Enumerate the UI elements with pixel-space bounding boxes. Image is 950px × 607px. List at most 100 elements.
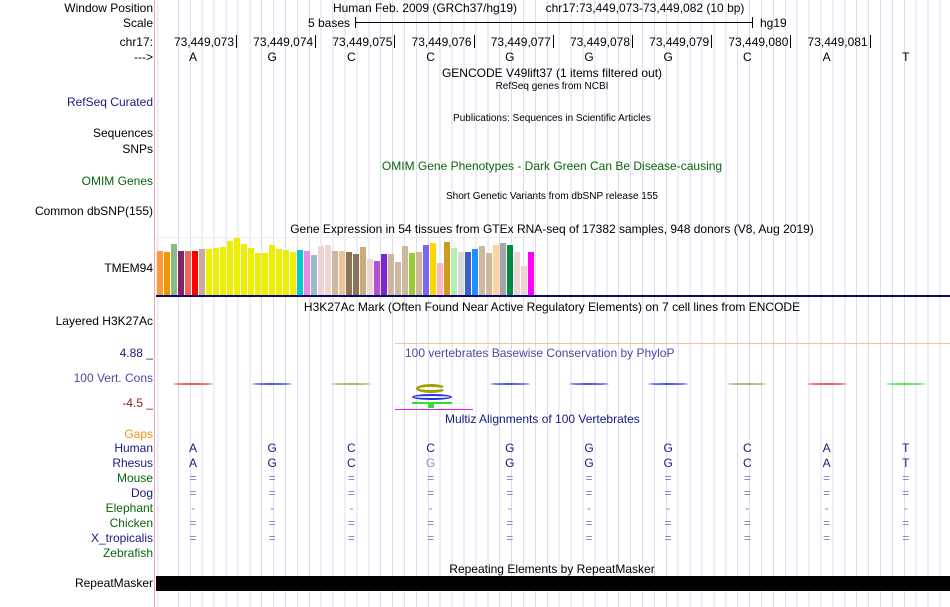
label-divider (154, 0, 155, 607)
alignment-base: G (505, 456, 515, 470)
gtex-tissue-bar[interactable] (248, 247, 254, 295)
alignment-base: = (189, 486, 197, 500)
gtex-track-title[interactable]: Gene Expression in 54 tissues from GTEx … (290, 222, 814, 236)
gtex-bar-chart[interactable] (156, 237, 534, 295)
gtex-tissue-bar[interactable] (241, 243, 247, 295)
gtex-baseline (156, 295, 950, 297)
species-label-zebrafish[interactable]: Zebrafish (102, 546, 153, 560)
gtex-tissue-bar[interactable] (409, 252, 415, 295)
gtex-tissue-bar[interactable] (430, 242, 436, 295)
gtex-tissue-bar[interactable] (374, 260, 380, 295)
species-label-x_tropicalis[interactable]: X_tropicalis (90, 531, 153, 545)
window-position-label: Window Position (64, 1, 153, 15)
rmsk-track-label[interactable]: RepeatMasker (74, 576, 153, 590)
base-letter: T (902, 50, 910, 64)
gtex-tissue-bar[interactable] (514, 251, 520, 295)
gtex-tissue-bar[interactable] (311, 254, 317, 295)
publications-track-title[interactable]: Publications: Sequences in Scientific Ar… (453, 113, 651, 124)
coordinate-tick (711, 35, 713, 48)
gtex-gene-label[interactable]: TMEM94 (104, 261, 153, 275)
h3k27ac-track-title[interactable]: H3K27Ac Mark (Often Found Near Active Re… (303, 300, 801, 314)
h3k27ac-track-label[interactable]: Layered H3K27Ac (55, 314, 153, 328)
gtex-tissue-bar[interactable] (458, 251, 464, 295)
gtex-tissue-bar[interactable] (486, 252, 492, 295)
gtex-tissue-bar[interactable] (381, 253, 387, 295)
gtex-tissue-bar[interactable] (157, 250, 163, 295)
gtex-tissue-bar[interactable] (290, 251, 296, 295)
gtex-tissue-bar[interactable] (360, 246, 366, 295)
gtex-tissue-bar[interactable] (304, 250, 310, 295)
gtex-tissue-bar[interactable] (472, 248, 478, 295)
species-label-rhesus[interactable]: Rhesus (112, 456, 153, 470)
gtex-tissue-bar[interactable] (178, 250, 184, 295)
gtex-tissue-bar[interactable] (444, 241, 450, 295)
alignment-base: C (743, 441, 752, 455)
omim-track-label[interactable]: OMIM Genes (81, 174, 153, 188)
species-label-dog[interactable]: Dog (130, 486, 153, 500)
gtex-tissue-bar[interactable] (220, 246, 226, 295)
omim-track-title[interactable]: OMIM Gene Phenotypes - Dark Green Can Be… (381, 159, 723, 173)
gtex-tissue-bar[interactable] (206, 248, 212, 295)
gtex-tissue-bar[interactable] (528, 251, 534, 295)
gtex-tissue-bar[interactable] (500, 242, 506, 295)
gtex-tissue-bar[interactable] (325, 244, 331, 295)
species-label-human[interactable]: Human (114, 441, 153, 455)
gtex-tissue-bar[interactable] (164, 251, 170, 295)
gtex-tissue-bar[interactable] (367, 258, 373, 295)
gtex-tissue-bar[interactable] (451, 247, 457, 295)
alignment-base: = (506, 531, 514, 545)
gtex-tissue-bar[interactable] (213, 247, 219, 295)
species-label-elephant[interactable]: Elephant (105, 501, 153, 515)
gtex-tissue-bar[interactable] (493, 244, 499, 295)
gtex-tissue-bar[interactable] (353, 253, 359, 295)
gtex-tissue-bar[interactable] (192, 250, 198, 295)
repeatmasker-element[interactable] (156, 576, 950, 591)
sequences-label[interactable]: Sequences (92, 126, 153, 140)
gtex-tissue-bar[interactable] (283, 249, 289, 295)
gtex-tissue-bar[interactable] (507, 244, 513, 295)
gtex-tissue-bar[interactable] (346, 251, 352, 295)
gtex-tissue-bar[interactable] (199, 248, 205, 295)
gtex-tissue-bar[interactable] (437, 262, 443, 295)
snps-label[interactable]: SNPs (122, 142, 153, 156)
dbsnp-track-title[interactable]: Short Genetic Variants from dbSNP releas… (446, 191, 658, 202)
gtex-tissue-bar[interactable] (171, 243, 177, 295)
dbsnp-track-label[interactable]: Common dbSNP(155) (34, 204, 153, 218)
gtex-tissue-bar[interactable] (276, 248, 282, 295)
gtex-tissue-bar[interactable] (416, 251, 422, 295)
refseq-track-label[interactable]: RefSeq Curated (66, 95, 153, 109)
gtex-tissue-bar[interactable] (339, 250, 345, 295)
alignment-base: = (268, 531, 276, 545)
gtex-tissue-bar[interactable] (395, 261, 401, 295)
refseq-track-subtitle[interactable]: RefSeq genes from NCBI (495, 81, 609, 92)
gtex-tissue-bar[interactable] (185, 250, 191, 295)
cons-track-label[interactable]: 100 Vert. Cons (73, 371, 153, 385)
gtex-tissue-bar[interactable] (521, 265, 527, 295)
chrom-label: chr17: (119, 35, 153, 49)
gtex-tissue-bar[interactable] (255, 252, 261, 295)
alignment-base: = (427, 516, 435, 530)
gtex-tissue-bar[interactable] (465, 251, 471, 295)
cons-track-title[interactable]: 100 vertebrates Basewise Conservation by… (405, 346, 675, 360)
coordinate-label: 73,449,078 (569, 35, 630, 49)
species-label-mouse[interactable]: Mouse (116, 471, 153, 485)
gencode-track-title[interactable]: GENCODE V49lift37 (1 items filtered out) (441, 66, 663, 80)
gtex-tissue-bar[interactable] (234, 238, 240, 295)
species-label-chicken[interactable]: Chicken (109, 516, 153, 530)
gtex-tissue-bar[interactable] (423, 244, 429, 295)
gtex-tissue-bar[interactable] (402, 245, 408, 295)
gtex-tissue-bar[interactable] (388, 253, 394, 295)
scale-bar (355, 22, 753, 23)
gtex-tissue-bar[interactable] (479, 245, 485, 295)
alignment-base: - (903, 501, 908, 515)
gtex-tissue-bar[interactable] (262, 252, 268, 295)
gtex-tissue-bar[interactable] (318, 245, 324, 295)
coordinate-label: 73,449,077 (490, 35, 551, 49)
gtex-tissue-bar[interactable] (297, 249, 303, 295)
gtex-tissue-bar[interactable] (332, 250, 338, 295)
gaps-label[interactable]: Gaps (124, 427, 153, 441)
gtex-tissue-bar[interactable] (269, 244, 275, 295)
rmsk-track-title[interactable]: Repeating Elements by RepeatMasker (449, 562, 655, 576)
multiz-track-title[interactable]: Multiz Alignments of 100 Vertebrates (445, 412, 640, 426)
gtex-tissue-bar[interactable] (227, 240, 233, 295)
